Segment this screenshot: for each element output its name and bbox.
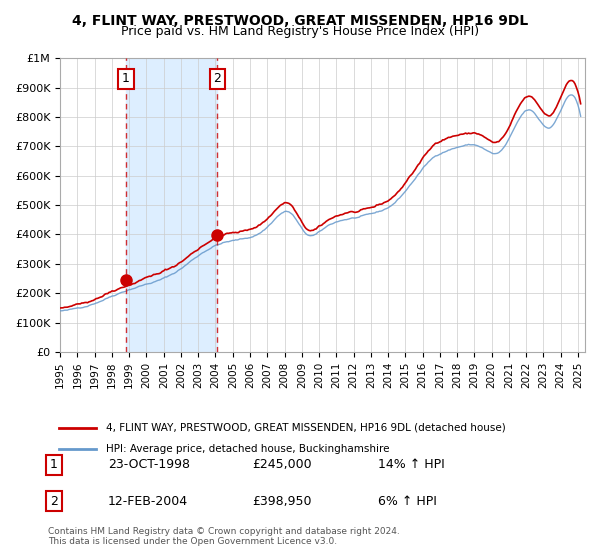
Text: HPI: Average price, detached house, Buckinghamshire: HPI: Average price, detached house, Buck… (106, 444, 389, 454)
Bar (126, 58, 217, 352)
Text: Contains HM Land Registry data © Crown copyright and database right 2024.
This d: Contains HM Land Registry data © Crown c… (48, 526, 400, 546)
Text: £245,000: £245,000 (252, 458, 311, 472)
Text: 6% ↑ HPI: 6% ↑ HPI (378, 494, 437, 508)
Text: 4, FLINT WAY, PRESTWOOD, GREAT MISSENDEN, HP16 9DL: 4, FLINT WAY, PRESTWOOD, GREAT MISSENDEN… (72, 14, 528, 28)
Text: £398,950: £398,950 (252, 494, 311, 508)
Text: 1: 1 (50, 458, 58, 472)
Text: 14% ↑ HPI: 14% ↑ HPI (378, 458, 445, 472)
Text: 4, FLINT WAY, PRESTWOOD, GREAT MISSENDEN, HP16 9DL (detached house): 4, FLINT WAY, PRESTWOOD, GREAT MISSENDEN… (106, 423, 506, 433)
Text: 2: 2 (214, 72, 221, 85)
Text: Price paid vs. HM Land Registry's House Price Index (HPI): Price paid vs. HM Land Registry's House … (121, 25, 479, 38)
Text: 1: 1 (122, 72, 130, 85)
Text: 2: 2 (50, 494, 58, 508)
Text: 12-FEB-2004: 12-FEB-2004 (108, 494, 188, 508)
Text: 23-OCT-1998: 23-OCT-1998 (108, 458, 190, 472)
